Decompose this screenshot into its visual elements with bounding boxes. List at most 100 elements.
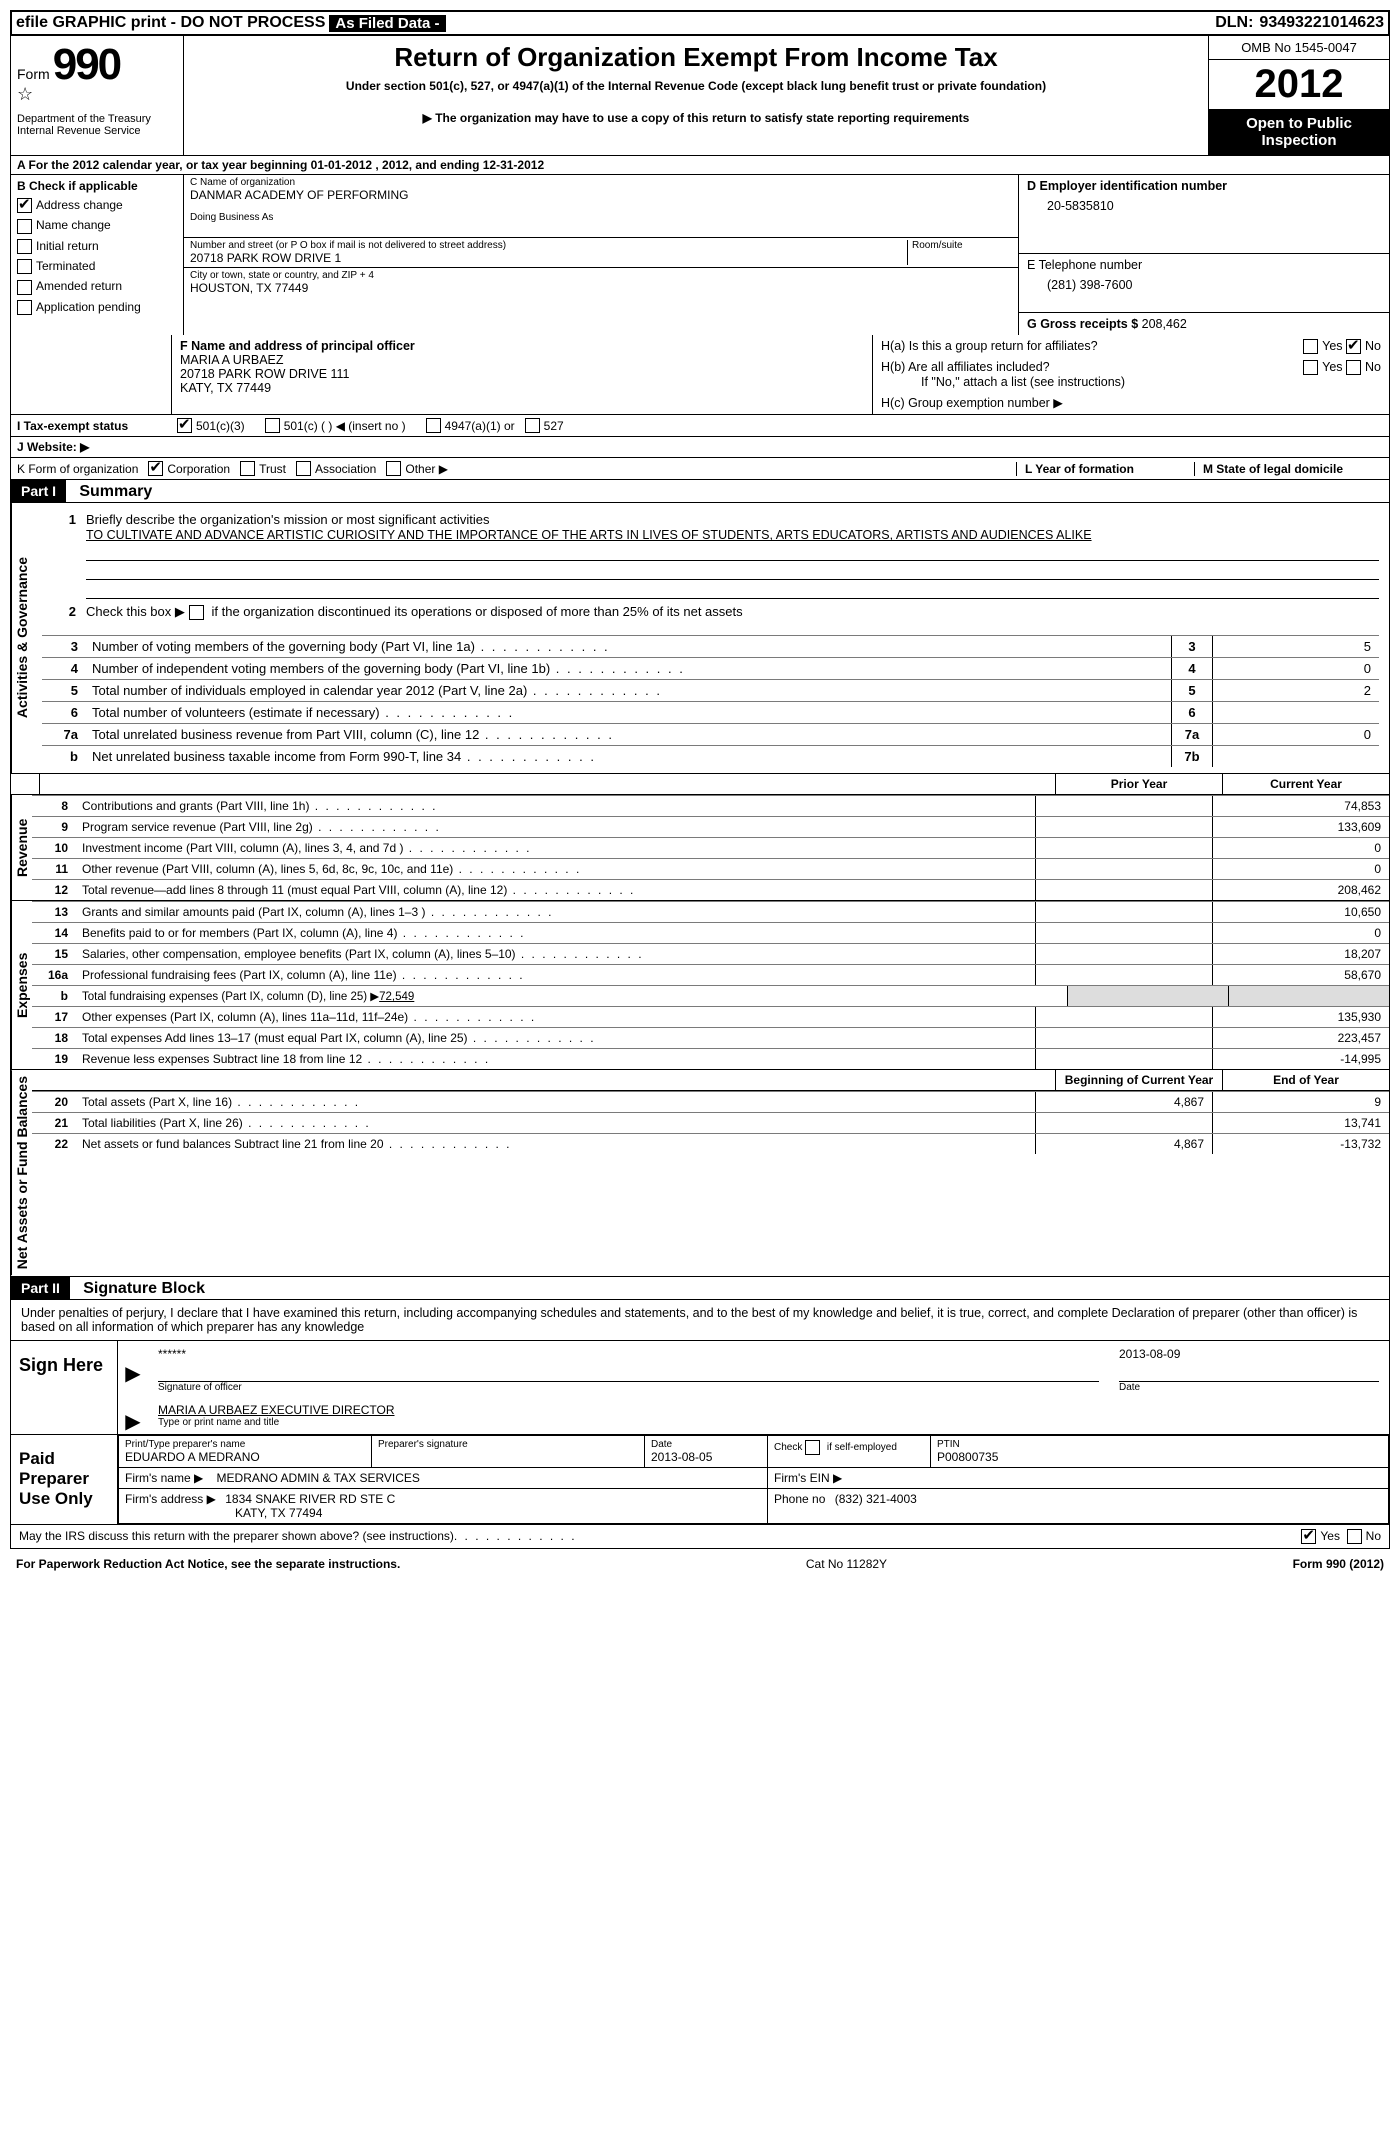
ein-label: D Employer identification number [1027,179,1381,193]
financial-line: 20 Total assets (Part X, line 16) 4,867 … [32,1091,1389,1112]
beg-year-header: Beginning of Current Year [1055,1070,1222,1090]
financial-line: 9 Program service revenue (Part VIII, li… [32,816,1389,837]
opt-527: 527 [544,419,564,433]
opt-other: Other ▶ [405,462,448,476]
ptin-value: P00800735 [937,1450,1382,1464]
lbl-name-change: Name change [36,218,111,232]
part-2-header: Part II [11,1277,70,1299]
name-label: C Name of organization [190,177,1012,188]
officer-name: MARIA A URBAEZ [180,353,864,367]
revenue-rows: 8 Contributions and grants (Part VIII, l… [32,795,1389,900]
expenses-label: Expenses [11,901,32,1069]
chk-assoc[interactable] [296,461,311,476]
section-b-title: B Check if applicable [17,179,177,193]
chk-app-pending[interactable] [17,300,32,315]
financial-line: 15 Salaries, other compensation, employe… [32,943,1389,964]
financial-line: 21 Total liabilities (Part X, line 26) 1… [32,1112,1389,1133]
summary-line: 4Number of independent voting members of… [42,657,1379,679]
irs-label: Internal Revenue Service [17,125,177,137]
i-label: I Tax-exempt status [17,419,177,433]
gross-label: G Gross receipts $ [1027,317,1138,331]
sig-date: 2013-08-09 [1119,1347,1379,1361]
hb-no[interactable] [1346,360,1361,375]
form-title: Return of Organization Exempt From Incom… [194,42,1198,73]
end-year-header: End of Year [1222,1070,1389,1090]
chk-name-change[interactable] [17,219,32,234]
section-c: C Name of organization DANMAR ACADEMY OF… [184,175,1018,335]
opt-4947: 4947(a)(1) or [445,419,515,433]
prior-year-header: Prior Year [1055,774,1222,794]
dln-label: DLN: [1215,14,1253,32]
lbl-address-change: Address change [36,198,123,212]
footer-mid: Cat No 11282Y [806,1557,887,1571]
phone-value: (281) 398-7600 [1027,278,1381,292]
org-address: 20718 PARK ROW DRIVE 1 [190,251,907,265]
addr-label: Number and street (or P O box if mail is… [190,240,907,251]
firm-phone-label: Phone no [774,1492,825,1506]
header-center: Return of Organization Exempt From Incom… [184,36,1208,155]
section-f-h: F Name and address of principal officer … [10,335,1390,415]
chk-discontinued[interactable] [189,605,204,620]
page-footer: For Paperwork Reduction Act Notice, see … [10,1549,1390,1579]
part-1-header-row: Part I Summary [10,480,1390,503]
l-label: L Year of formation [1016,462,1194,476]
financial-line: 22 Net assets or fund balances Subtract … [32,1133,1389,1154]
dln-value: 93493221014623 [1259,14,1384,32]
ptin-label: PTIN [937,1439,1382,1450]
chk-corp[interactable] [148,461,163,476]
prep-name: EDUARDO A MEDRANO [125,1450,365,1464]
lbl-amended: Amended return [36,279,122,293]
current-year-header: Current Year [1222,774,1389,794]
preparer-table: Print/Type preparer's name EDUARDO A MED… [118,1435,1389,1524]
k-label: K Form of organization [17,462,138,476]
firm-ein-label: Firm's EIN ▶ [774,1471,842,1485]
dept-treasury: Department of the Treasury [17,113,177,125]
discuss-yes[interactable] [1301,1529,1316,1544]
m-label: M State of legal domicile [1194,462,1383,476]
discuss-no[interactable] [1347,1529,1362,1544]
sig-date-cap: Date [1119,1382,1379,1393]
prep-name-label: Print/Type preparer's name [125,1439,365,1450]
org-info-block: B Check if applicable Address change Nam… [10,175,1390,335]
prep-date: 2013-08-05 [651,1450,761,1464]
financial-line: 10 Investment income (Part VIII, column … [32,837,1389,858]
chk-501c[interactable] [265,418,280,433]
financial-line: 19 Revenue less expenses Subtract line 1… [32,1048,1389,1069]
financial-line: 12 Total revenue—add lines 8 through 11 … [32,879,1389,900]
discuss-text: May the IRS discuss this return with the… [19,1529,454,1543]
hb-label: H(b) Are all affiliates included? [881,360,1050,375]
ein-value: 20-5835810 [1027,199,1381,213]
financial-line: 17 Other expenses (Part IX, column (A), … [32,1006,1389,1027]
sig-officer-cap: Signature of officer [158,1382,1099,1393]
org-city: HOUSTON, TX 77449 [190,281,1012,295]
summary-line: 5Total number of individuals employed in… [42,679,1379,701]
chk-trust[interactable] [240,461,255,476]
chk-501c3[interactable] [177,418,192,433]
chk-self-employed[interactable] [805,1440,820,1455]
ha-no[interactable] [1346,339,1361,354]
header-left: Form 990 ☆ Department of the Treasury In… [11,36,184,155]
signature-block: Under penalties of perjury, I declare th… [10,1300,1390,1549]
row-i: I Tax-exempt status 501(c)(3) 501(c) ( )… [10,415,1390,437]
financial-line: 16a Professional fundraising fees (Part … [32,964,1389,985]
revenue-label: Revenue [11,795,32,900]
open-inspection: Open to Public Inspection [1209,109,1389,155]
ha-yes[interactable] [1303,339,1318,354]
sign-here-label: Sign Here [11,1341,118,1434]
chk-527[interactable] [525,418,540,433]
chk-4947[interactable] [426,418,441,433]
chk-terminated[interactable] [17,259,32,274]
section-f: F Name and address of principal officer … [172,335,872,414]
form-number: 990 [53,40,120,89]
chk-other[interactable] [386,461,401,476]
top-bar: efile GRAPHIC print - DO NOT PROCESS As … [10,10,1390,36]
hb-yes[interactable] [1303,360,1318,375]
chk-initial-return[interactable] [17,239,32,254]
section-d-e-g: D Employer identification number 20-5835… [1018,175,1389,335]
chk-amended[interactable] [17,280,32,295]
firm-phone: (832) 321-4003 [835,1492,917,1506]
firm-name-label: Firm's name ▶ [125,1471,203,1485]
opt-corp: Corporation [167,462,230,476]
chk-address-change[interactable] [17,198,32,213]
lbl-app-pending: Application pending [36,300,141,314]
